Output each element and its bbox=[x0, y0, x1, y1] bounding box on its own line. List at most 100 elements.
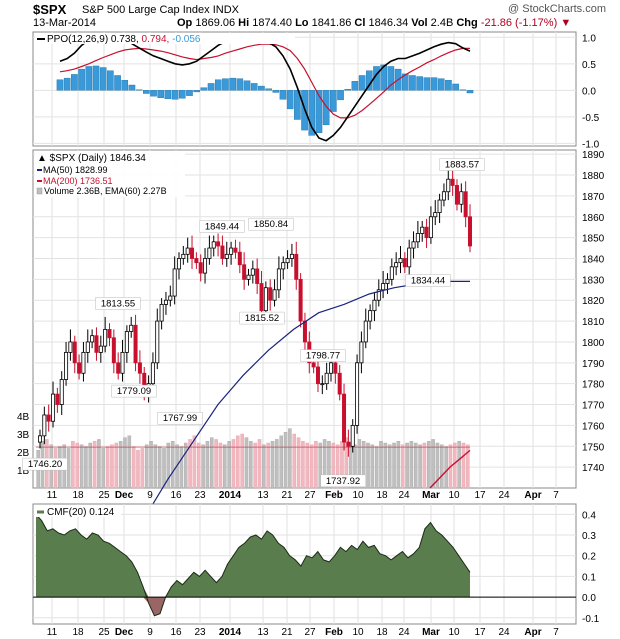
ppo-y-tick: -1.0 bbox=[582, 139, 600, 150]
candle-body bbox=[194, 258, 199, 264]
volume-bar bbox=[218, 442, 223, 489]
price-annotation-box bbox=[111, 384, 157, 398]
cmf-x-tick: 23 bbox=[194, 627, 206, 638]
volume-swatch bbox=[36, 187, 43, 195]
price-y-tick: 1860 bbox=[582, 213, 605, 224]
cmf-y-tick: 0.0 bbox=[582, 593, 596, 604]
candle-body bbox=[159, 303, 164, 322]
volume-bar bbox=[457, 441, 461, 489]
candle-body bbox=[389, 266, 394, 280]
price-x-tick: Feb bbox=[325, 490, 343, 501]
ppo-histogram-bar bbox=[351, 81, 359, 91]
candle-body bbox=[207, 247, 212, 259]
candle-body bbox=[250, 268, 255, 276]
volume-bar bbox=[84, 446, 88, 489]
volume-bar bbox=[249, 441, 253, 489]
cmf-x-tick: 25 bbox=[98, 627, 110, 638]
price-x-tick: 16 bbox=[170, 490, 182, 501]
ppo-histogram-bar bbox=[85, 66, 93, 91]
ppo-histogram-bar bbox=[236, 78, 244, 91]
volume-bar bbox=[71, 441, 75, 489]
candle-body bbox=[320, 383, 325, 386]
price-annotation-box bbox=[157, 411, 203, 425]
price-x-tick: Apr bbox=[524, 490, 541, 501]
ppo-histogram-bar bbox=[157, 90, 164, 98]
price-annotation: 1737.92 bbox=[326, 476, 360, 487]
price-annotation: 1849.44 bbox=[205, 221, 239, 232]
price-y-tick: 1820 bbox=[582, 296, 605, 307]
price-x-tick: Mar bbox=[422, 490, 440, 501]
volume-bar bbox=[188, 439, 192, 489]
ppo-histogram-bar bbox=[337, 90, 344, 101]
candle-body bbox=[172, 268, 177, 297]
volume-bar bbox=[444, 446, 448, 489]
cmf-x-tick: 24 bbox=[398, 627, 410, 638]
volume-bar bbox=[370, 444, 375, 489]
ppo-histogram-bar bbox=[409, 75, 416, 91]
candle-body bbox=[428, 216, 433, 239]
cmf-y-tick: 0.4 bbox=[582, 510, 596, 521]
candle-body bbox=[420, 226, 425, 234]
candle-body bbox=[229, 247, 234, 255]
volume-bar bbox=[136, 450, 140, 489]
price-annotation: 1798.77 bbox=[306, 351, 340, 362]
ppo-histogram-bar bbox=[135, 89, 143, 91]
price-x-tick: 24 bbox=[498, 490, 510, 501]
candle-body bbox=[124, 331, 129, 353]
ppo-y-tick: 0.0 bbox=[582, 86, 596, 97]
ppo-histogram-bar bbox=[78, 68, 85, 91]
candle-body bbox=[220, 245, 225, 259]
candle-body bbox=[216, 241, 221, 247]
volume-bar bbox=[205, 441, 210, 489]
volume-bar bbox=[431, 439, 435, 489]
volume-bar bbox=[353, 444, 357, 489]
price-x-tick: 17 bbox=[474, 490, 486, 501]
volume-y-tick: 2B bbox=[17, 448, 30, 459]
ppo-histogram-bar bbox=[445, 80, 452, 91]
candle-body bbox=[237, 251, 242, 266]
cmf-y-tick: 0.3 bbox=[582, 531, 596, 542]
ppo-histogram-bar bbox=[71, 74, 78, 91]
candle-body bbox=[64, 351, 69, 380]
ppo-histogram-bar bbox=[250, 83, 258, 91]
price-y-tick: 1760 bbox=[582, 421, 605, 432]
volume-bar bbox=[322, 439, 327, 489]
price-annotation-box bbox=[405, 274, 451, 287]
ppo-histogram-bar bbox=[207, 83, 215, 91]
cmf-x-tick: 18 bbox=[376, 627, 388, 638]
volume-bar bbox=[131, 446, 136, 489]
candle-body bbox=[263, 287, 268, 312]
candle-body bbox=[329, 362, 334, 374]
candle-body bbox=[298, 278, 303, 322]
cmf-positive-area bbox=[36, 514, 470, 598]
ppo-histogram-bar bbox=[416, 76, 423, 91]
volume-bar bbox=[422, 442, 427, 489]
candle-body bbox=[176, 258, 181, 270]
candle-body bbox=[42, 414, 47, 437]
candle-body bbox=[211, 241, 216, 249]
candle-body bbox=[411, 241, 416, 249]
ppo-histogram-bar bbox=[193, 90, 200, 93]
ppo-histogram-bar bbox=[171, 90, 179, 100]
candle-body bbox=[246, 274, 251, 280]
candle-body bbox=[77, 362, 82, 374]
candle-body bbox=[355, 362, 360, 426]
price-legend-symbol: ▲ $SPX (Daily) 1846.34 bbox=[37, 153, 146, 164]
ppo-histogram-bar bbox=[63, 77, 71, 91]
volume-bar bbox=[392, 442, 396, 489]
price-x-tick: 11 bbox=[47, 490, 58, 501]
volume-bar bbox=[348, 442, 353, 489]
cmf-x-tick: 24 bbox=[498, 627, 510, 638]
candle-body bbox=[163, 299, 168, 305]
volume-y-tick: 4B bbox=[17, 412, 30, 423]
ppo-histogram-bar bbox=[452, 83, 459, 91]
ppo-histogram-bar bbox=[99, 67, 107, 91]
ppo-y-tick: 0.5 bbox=[582, 60, 596, 71]
price-y-tick: 1780 bbox=[582, 380, 605, 391]
volume-bar bbox=[166, 442, 171, 489]
candle-body bbox=[72, 341, 77, 364]
volume-bar bbox=[270, 441, 275, 489]
cmf-x-tick: 10 bbox=[448, 627, 460, 638]
volume-y-tick: 3B bbox=[17, 430, 30, 441]
price-y-tick: 1830 bbox=[582, 275, 605, 286]
